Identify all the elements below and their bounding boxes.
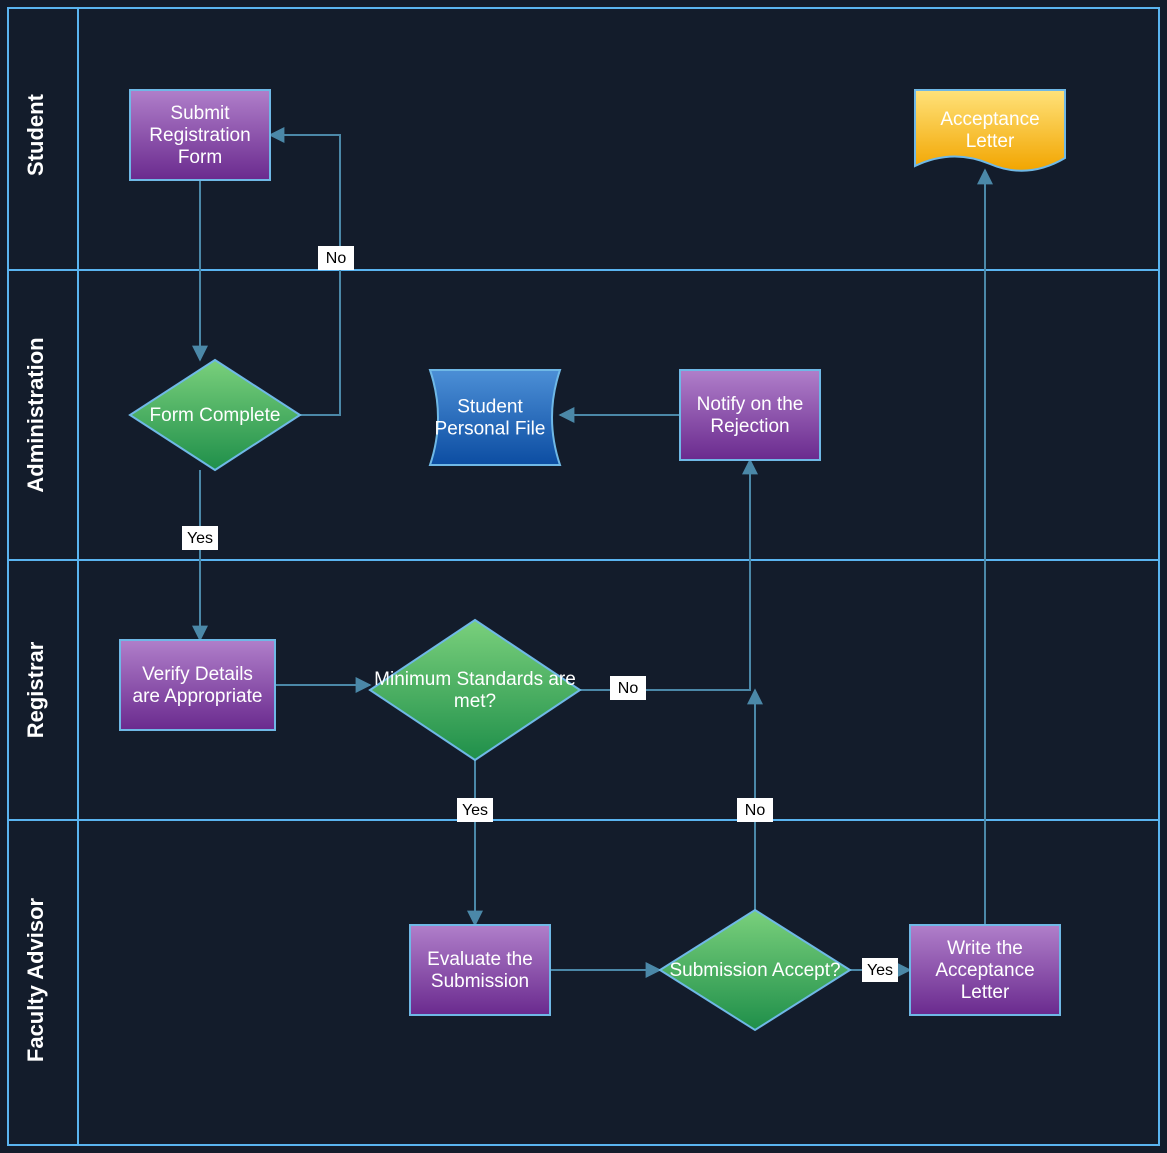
node-submit: SubmitRegistrationForm	[130, 90, 270, 180]
svg-text:Acceptance: Acceptance	[935, 960, 1034, 981]
node-eval: Evaluate theSubmission	[410, 925, 550, 1015]
svg-text:Notify on the: Notify on the	[697, 394, 804, 415]
svg-text:Acceptance: Acceptance	[940, 109, 1039, 130]
svg-text:met?: met?	[454, 691, 496, 712]
svg-text:Verify Details: Verify Details	[142, 664, 253, 685]
edge-label: Yes	[462, 802, 488, 819]
node-letter: AcceptanceLetter	[915, 90, 1065, 171]
svg-text:Evaluate the: Evaluate the	[427, 949, 533, 970]
svg-text:are Appropriate: are Appropriate	[133, 686, 263, 707]
lane-label-advisor: Faculty Advisor	[23, 897, 48, 1062]
svg-text:Minimum Standards are: Minimum Standards are	[374, 669, 576, 690]
lane-label-admin: Administration	[23, 337, 48, 492]
node-verify: Verify Detailsare Appropriate	[120, 640, 275, 730]
svg-text:Submission Accept?: Submission Accept?	[669, 960, 840, 981]
svg-text:Submit: Submit	[170, 103, 230, 124]
node-notify: Notify on theRejection	[680, 370, 820, 460]
svg-text:Student: Student	[457, 397, 523, 418]
lane-label-student: Student	[23, 93, 48, 176]
lane-label-registrar: Registrar	[23, 641, 48, 738]
svg-text:Form Complete: Form Complete	[150, 405, 281, 426]
svg-text:Write the: Write the	[947, 938, 1023, 959]
edge-label: No	[745, 802, 766, 819]
svg-text:Letter: Letter	[966, 131, 1015, 152]
svg-text:Form: Form	[178, 147, 222, 168]
edge-label: Yes	[187, 530, 213, 547]
edge-label: No	[326, 250, 347, 267]
svg-text:Rejection: Rejection	[710, 416, 789, 437]
edge-label: Yes	[867, 962, 893, 979]
svg-text:Submission: Submission	[431, 971, 529, 992]
svg-text:Letter: Letter	[961, 982, 1010, 1003]
node-write: Write theAcceptanceLetter	[910, 925, 1060, 1015]
flowchart: Student Administration Registrar Faculty Ad…	[0, 0, 1167, 1153]
svg-text:Personal File: Personal File	[435, 419, 546, 440]
edge-label: No	[618, 680, 639, 697]
svg-text:Registration: Registration	[149, 125, 250, 146]
node-spf: StudentPersonal File	[430, 370, 560, 465]
